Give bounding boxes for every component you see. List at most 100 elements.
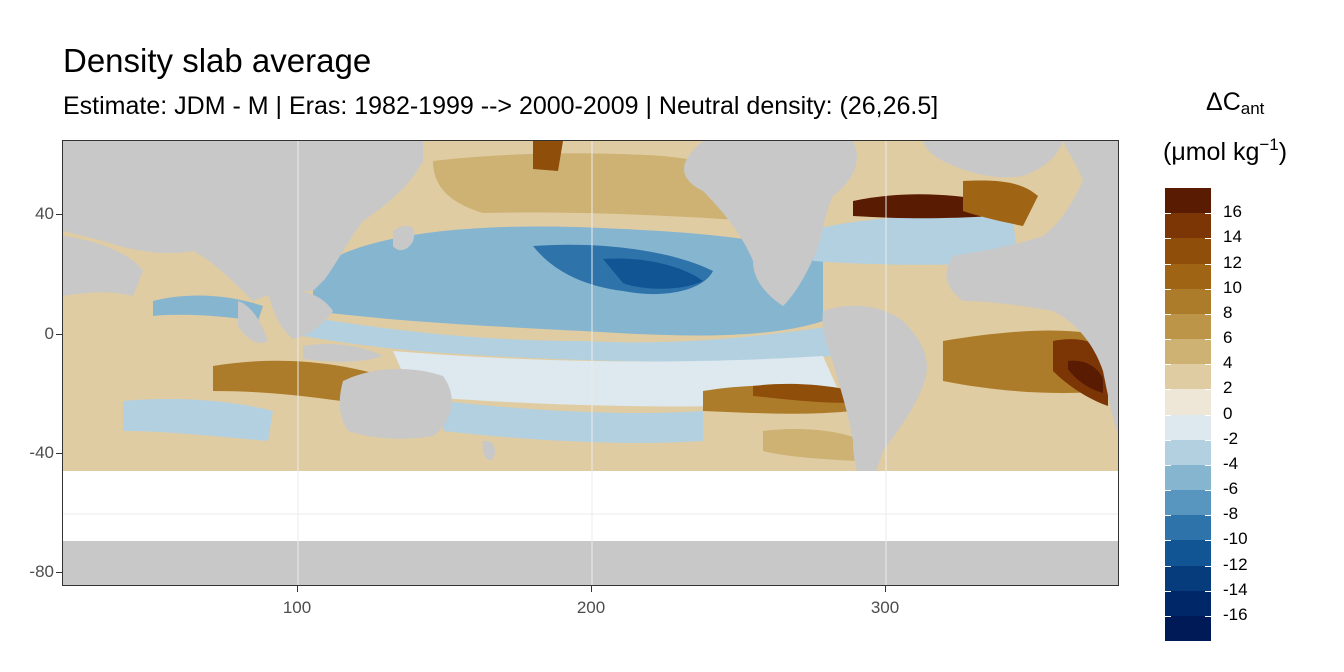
legend-tick [1165,490,1171,491]
legend-tick [1165,339,1171,340]
legend-label: 0 [1223,403,1233,423]
legend-label: 14 [1223,227,1242,247]
legend-tick [1205,263,1211,265]
legend-swatch [1165,439,1211,466]
legend-label: -16 [1223,604,1248,624]
land-north-america [684,141,857,306]
legend-tick [1165,313,1171,315]
land-australia [339,369,452,439]
y-tick-mark [56,453,62,454]
legend-tick [1165,238,1171,240]
legend-label: -10 [1223,529,1248,549]
north-atlantic-brown [963,180,1038,226]
legend-tick [1165,288,1171,290]
legend-label: -8 [1223,504,1239,524]
legend-tick [1205,414,1211,416]
legend-tick [1205,339,1211,340]
legend-swatch [1165,590,1211,617]
north-pacific-brown-top [433,153,763,221]
land-japan [393,225,415,251]
north-atlantic-dark [853,194,993,219]
legend-colorbar [1165,188,1211,642]
legend-tick [1205,540,1211,542]
no-data-band [63,471,1118,541]
legend-tick [1165,515,1171,517]
north-pacific-light [303,316,833,362]
south-pacific-dark [753,383,853,403]
legend-tick [1205,213,1211,215]
y-tick-label: -40 [29,443,54,462]
legend-swatch [1165,339,1211,365]
legend-label: 6 [1223,328,1233,347]
y-tick-mark [56,214,62,215]
legend-tick [1165,364,1171,366]
legend-swatch [1165,364,1211,390]
legend-tick [1165,263,1171,265]
legend-label: 2 [1223,378,1233,398]
y-tick-mark [56,334,62,335]
legend-tick [1205,364,1211,366]
legend-tick [1165,540,1171,542]
indian-blue [123,399,273,441]
grid [63,141,1118,585]
legend-swatch [1165,188,1211,214]
land-eurasia [63,141,423,301]
legend-tick [1205,389,1211,391]
x-tick-mark [885,586,886,592]
y-tick-label: 0 [44,324,54,343]
legend-tick [1165,615,1171,617]
north-pacific-core-dark [603,258,703,289]
land-se-asia [268,289,333,339]
map-svg [63,141,1118,585]
legend-tick [1165,464,1171,466]
legend-tick [1205,515,1211,517]
x-tick-mark [591,586,592,592]
land-new-zealand [482,440,495,461]
land-greenland [923,141,1063,178]
legend-label: -14 [1223,579,1248,599]
land [63,141,1118,585]
legend-swatch [1165,490,1211,516]
y-tick-label: 40 [35,204,54,223]
legend-tick [1165,565,1171,567]
legend-symbol-subscript: ant [1240,99,1265,118]
south-atlantic-deep [1068,360,1103,393]
legend-label: -6 [1223,479,1239,498]
x-tick-label: 100 [282,598,312,617]
land-south-america [822,305,927,491]
legend-tick [1165,389,1171,391]
x-tick-label: 200 [576,598,606,617]
legend-tick [1205,288,1211,290]
x-tick-label: 300 [870,598,900,617]
ocean-field [63,141,1118,471]
legend-tick [1165,439,1171,441]
north-pacific-blue [313,226,823,336]
indian-blue2 [153,295,263,321]
legend-label: 12 [1223,252,1242,272]
legend-unit-open: (μmol kg [1163,138,1260,166]
southeast-pacific [763,429,863,461]
x-tick-mark [297,586,298,592]
legend-tick [1205,615,1211,617]
legend-tick [1165,590,1171,592]
legend-label: -2 [1223,428,1239,448]
land-india [238,301,268,343]
legend-swatch [1165,288,1211,315]
map-panel [62,140,1119,586]
legend-tick [1205,565,1211,567]
legend-swatch [1165,238,1211,264]
legend-unit-exponent: −1 [1259,135,1279,154]
legend-label: 8 [1223,302,1233,322]
legend-symbol: ΔC [1206,88,1241,116]
land-europe-africa-right [946,141,1118,435]
land-arabia-africa [63,236,143,296]
legend-tick [1205,464,1211,466]
okhotsk-dark [533,141,563,171]
land-indonesia [303,344,383,362]
legend-label: 10 [1223,277,1242,297]
legend-label: 4 [1223,353,1233,373]
legend-swatch [1165,313,1211,340]
y-tick-mark [56,572,62,573]
legend-label: -4 [1223,453,1239,473]
legend-swatch [1165,565,1211,592]
